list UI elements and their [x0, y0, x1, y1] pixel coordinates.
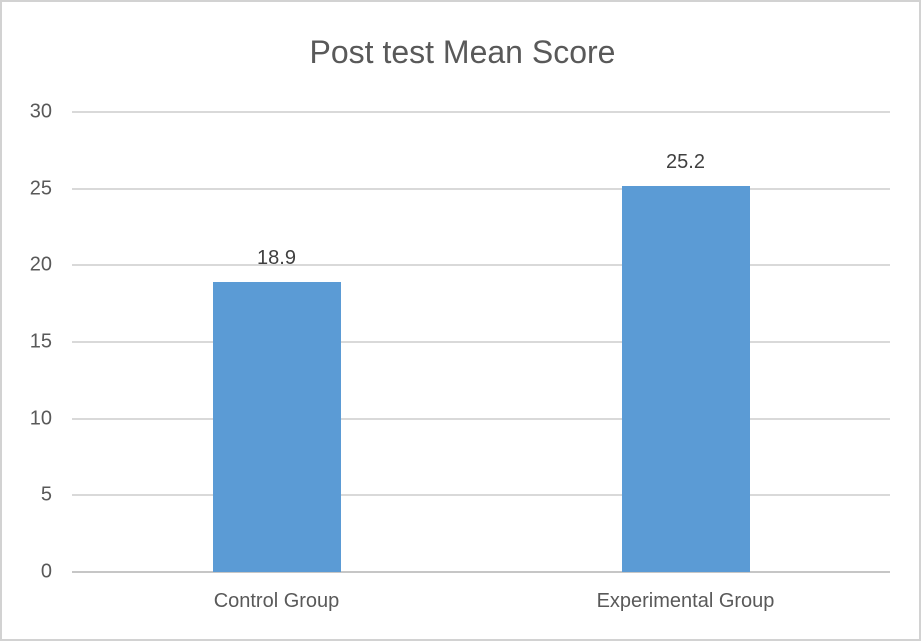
x-axis-category-label: Control Group: [213, 590, 340, 612]
gridline: [72, 417, 890, 420]
gridline: [72, 264, 890, 267]
y-axis-tick-label: 25: [29, 177, 52, 200]
gridline: [72, 341, 890, 343]
bar-data-label: 25.2: [666, 150, 705, 173]
gridline: [72, 111, 890, 113]
gridline: [72, 187, 890, 190]
x-axis-line: [72, 571, 890, 573]
y-axis-tick-label: 30: [29, 100, 52, 123]
plot-area: 18.9 25.2: [72, 111, 890, 573]
bar-data-label: 18.9: [257, 247, 296, 270]
bar-control-group: [212, 282, 341, 572]
gridline: [72, 494, 890, 497]
y-axis: 0 5 10 15 20 25 30: [2, 101, 52, 583]
x-axis-category-label: Experimental Group: [596, 590, 775, 612]
y-axis-tick-label: 15: [29, 330, 52, 353]
y-axis-tick-label: 5: [40, 483, 52, 506]
bar-experimental-group: [621, 185, 750, 572]
y-axis-tick-label: 20: [29, 253, 52, 276]
chart-title: Post test Mean Score: [309, 34, 616, 70]
x-axis: Control Group Experimental Group: [72, 590, 890, 622]
y-axis-tick-label: 0: [40, 560, 52, 583]
y-axis-tick-label: 10: [29, 407, 52, 430]
